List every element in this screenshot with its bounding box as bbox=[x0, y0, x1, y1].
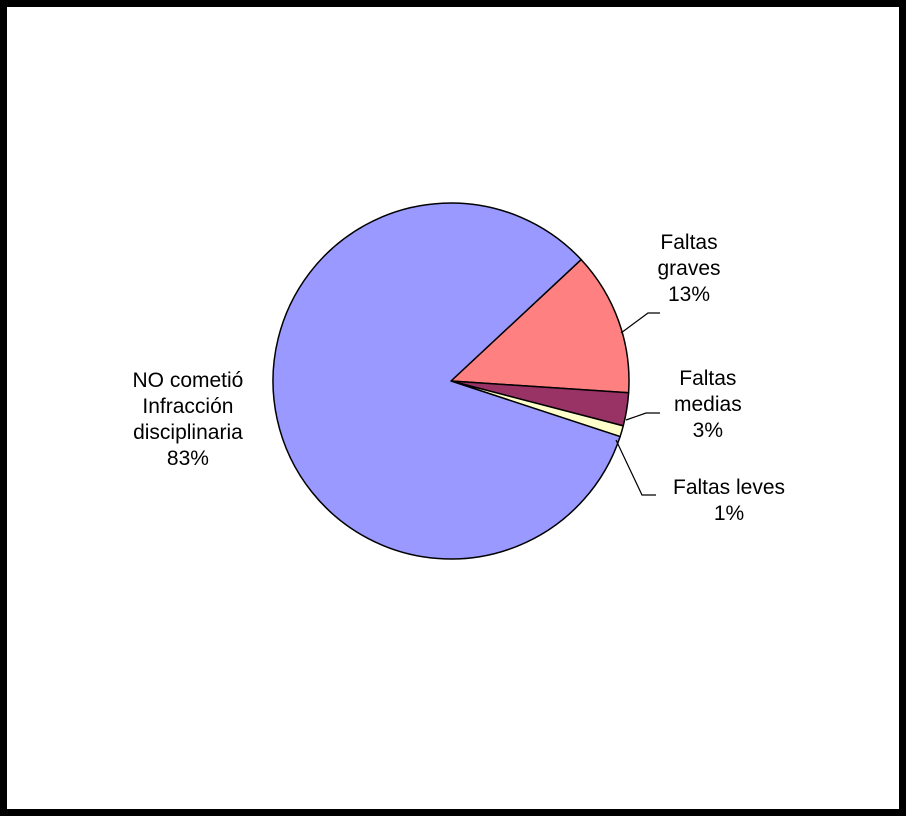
leader-line-faltas-medias bbox=[625, 412, 660, 421]
label-line: medias bbox=[674, 393, 742, 416]
label-faltas-graves: Faltas graves 13% bbox=[658, 230, 721, 308]
label-line: Faltas bbox=[679, 367, 737, 390]
leader-line-faltas-graves bbox=[620, 312, 660, 334]
label-line: disciplinaria bbox=[133, 421, 243, 444]
label-no-cometio: NO cometió Infracción disciplinaria 83% bbox=[133, 368, 244, 472]
leader-line-faltas-leves bbox=[615, 439, 656, 496]
slice-no-cometio bbox=[272, 202, 621, 560]
label-percent: 83% bbox=[166, 447, 209, 470]
label-percent: 3% bbox=[692, 419, 724, 442]
label-line: Faltas leves bbox=[673, 476, 786, 499]
label-percent: 13% bbox=[668, 283, 711, 306]
slice-faltas-graves bbox=[450, 258, 630, 394]
label-percent: 1% bbox=[713, 502, 745, 525]
label-line: NO cometió bbox=[132, 369, 244, 392]
label-line: Faltas bbox=[660, 231, 718, 254]
label-faltas-leves: Faltas leves 1% bbox=[673, 475, 785, 527]
label-line: graves bbox=[657, 257, 721, 280]
label-line: Infracción bbox=[142, 395, 234, 418]
label-faltas-medias: Faltas medias 3% bbox=[674, 366, 742, 444]
